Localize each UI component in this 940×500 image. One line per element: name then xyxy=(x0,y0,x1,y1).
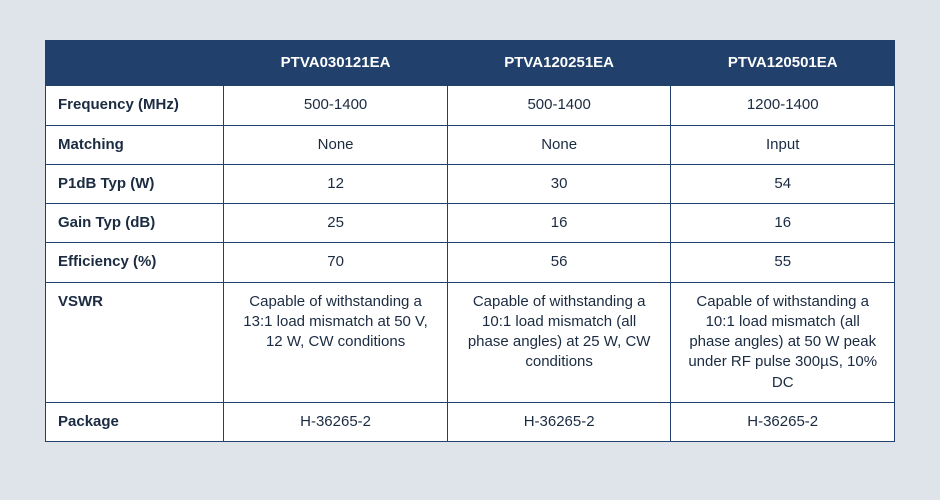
row-label: Gain Typ (dB) xyxy=(46,204,224,243)
row-label: Efficiency (%) xyxy=(46,243,224,282)
table-row: Package H-36265-2 H-36265-2 H-36265-2 xyxy=(46,402,895,441)
row-label: Package xyxy=(46,402,224,441)
cell: 500-1400 xyxy=(447,86,671,125)
table-row: P1dB Typ (W) 12 30 54 xyxy=(46,164,895,203)
cell: 500-1400 xyxy=(224,86,448,125)
cell: 55 xyxy=(671,243,895,282)
row-label: Matching xyxy=(46,125,224,164)
cell: Capable of withstanding a 13:1 load mism… xyxy=(224,282,448,402)
cell: None xyxy=(447,125,671,164)
cell: 12 xyxy=(224,164,448,203)
row-label: Frequency (MHz) xyxy=(46,86,224,125)
col-header-1: PTVA030121EA xyxy=(224,41,448,86)
table-header-row: PTVA030121EA PTVA120251EA PTVA120501EA xyxy=(46,41,895,86)
cell: H-36265-2 xyxy=(224,402,448,441)
table-row: Efficiency (%) 70 56 55 xyxy=(46,243,895,282)
cell: 25 xyxy=(224,204,448,243)
cell: Capable of withstanding a 10:1 load mism… xyxy=(671,282,895,402)
cell: 54 xyxy=(671,164,895,203)
row-label: VSWR xyxy=(46,282,224,402)
table-row: Frequency (MHz) 500-1400 500-1400 1200-1… xyxy=(46,86,895,125)
cell: Input xyxy=(671,125,895,164)
page-container: PTVA030121EA PTVA120251EA PTVA120501EA F… xyxy=(0,0,940,500)
row-label: P1dB Typ (W) xyxy=(46,164,224,203)
cell: Capable of withstanding a 10:1 load mism… xyxy=(447,282,671,402)
cell: H-36265-2 xyxy=(671,402,895,441)
cell: 16 xyxy=(447,204,671,243)
col-header-3: PTVA120501EA xyxy=(671,41,895,86)
col-header-blank xyxy=(46,41,224,86)
cell: H-36265-2 xyxy=(447,402,671,441)
col-header-2: PTVA120251EA xyxy=(447,41,671,86)
cell: 1200-1400 xyxy=(671,86,895,125)
cell: 30 xyxy=(447,164,671,203)
cell: 16 xyxy=(671,204,895,243)
spec-table: PTVA030121EA PTVA120251EA PTVA120501EA F… xyxy=(45,40,895,442)
cell: 70 xyxy=(224,243,448,282)
cell: None xyxy=(224,125,448,164)
cell: 56 xyxy=(447,243,671,282)
table-row: Matching None None Input xyxy=(46,125,895,164)
table-row: Gain Typ (dB) 25 16 16 xyxy=(46,204,895,243)
table-row: VSWR Capable of withstanding a 13:1 load… xyxy=(46,282,895,402)
